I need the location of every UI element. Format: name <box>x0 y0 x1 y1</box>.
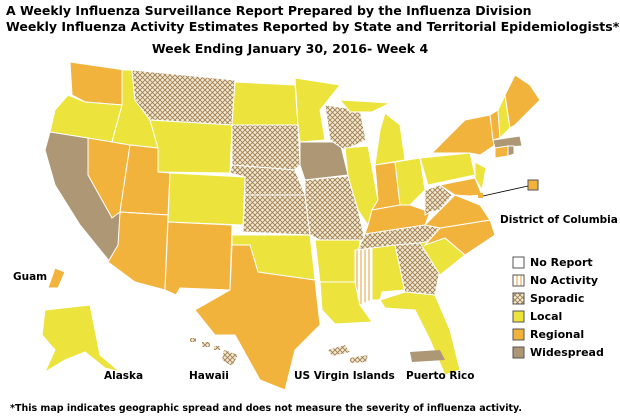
legend-swatch <box>512 310 525 323</box>
state <box>131 69 236 126</box>
guam-shape <box>47 267 66 289</box>
legend-swatch <box>512 274 525 287</box>
legend-label: No Activity <box>530 274 598 287</box>
hawaii-shape <box>190 338 238 366</box>
state <box>231 124 301 171</box>
legend-swatch <box>512 328 525 341</box>
state <box>69 61 126 106</box>
state <box>164 221 233 296</box>
state <box>149 119 233 174</box>
alaska-shape <box>41 304 121 374</box>
state <box>364 204 431 235</box>
state <box>167 172 246 226</box>
dc-shape <box>478 193 483 198</box>
dc-box <box>527 179 539 191</box>
legend-swatch <box>512 256 525 269</box>
legend-swatch <box>512 292 525 305</box>
place-label: Hawaii <box>189 370 229 382</box>
state <box>394 157 426 206</box>
state <box>314 239 361 283</box>
states <box>41 61 541 391</box>
legend-swatch <box>512 346 525 359</box>
state <box>379 291 461 376</box>
state <box>474 161 487 192</box>
state <box>494 145 509 159</box>
legend: No Report No Activity Sporadic Local Reg… <box>512 256 604 359</box>
state <box>504 74 541 129</box>
week-label: Week Ending January 30, 2016- Week 4 <box>152 41 429 56</box>
virgin-islands-shape <box>328 345 368 363</box>
place-label: US Virgin Islands <box>294 370 395 382</box>
footnote: *This map indicates geographic spread an… <box>10 403 522 414</box>
state <box>194 244 321 391</box>
state <box>492 135 523 149</box>
legend-label: Widespread <box>530 346 604 359</box>
place-label: Guam <box>13 271 47 283</box>
state <box>338 99 392 113</box>
place-label: Alaska <box>104 370 143 382</box>
state <box>242 194 311 236</box>
state <box>107 211 169 291</box>
place-label: Puerto Rico <box>406 370 474 382</box>
legend-label: No Report <box>530 256 593 269</box>
state <box>294 77 341 143</box>
place-label: District of Columbia <box>500 214 618 226</box>
subtitle: Weekly Influenza Activity Estimates Repo… <box>6 19 620 34</box>
dc-leader <box>482 185 529 197</box>
legend-label: Sporadic <box>530 292 584 305</box>
legend-label: Regional <box>530 328 584 341</box>
puerto-rico-shape <box>410 350 445 362</box>
state <box>354 247 373 306</box>
state <box>507 145 515 157</box>
state <box>374 112 406 166</box>
state <box>438 177 483 197</box>
title: A Weekly Influenza Surveillance Report P… <box>6 3 532 18</box>
state <box>430 114 496 156</box>
legend-label: Local <box>530 310 562 323</box>
state <box>231 81 299 126</box>
